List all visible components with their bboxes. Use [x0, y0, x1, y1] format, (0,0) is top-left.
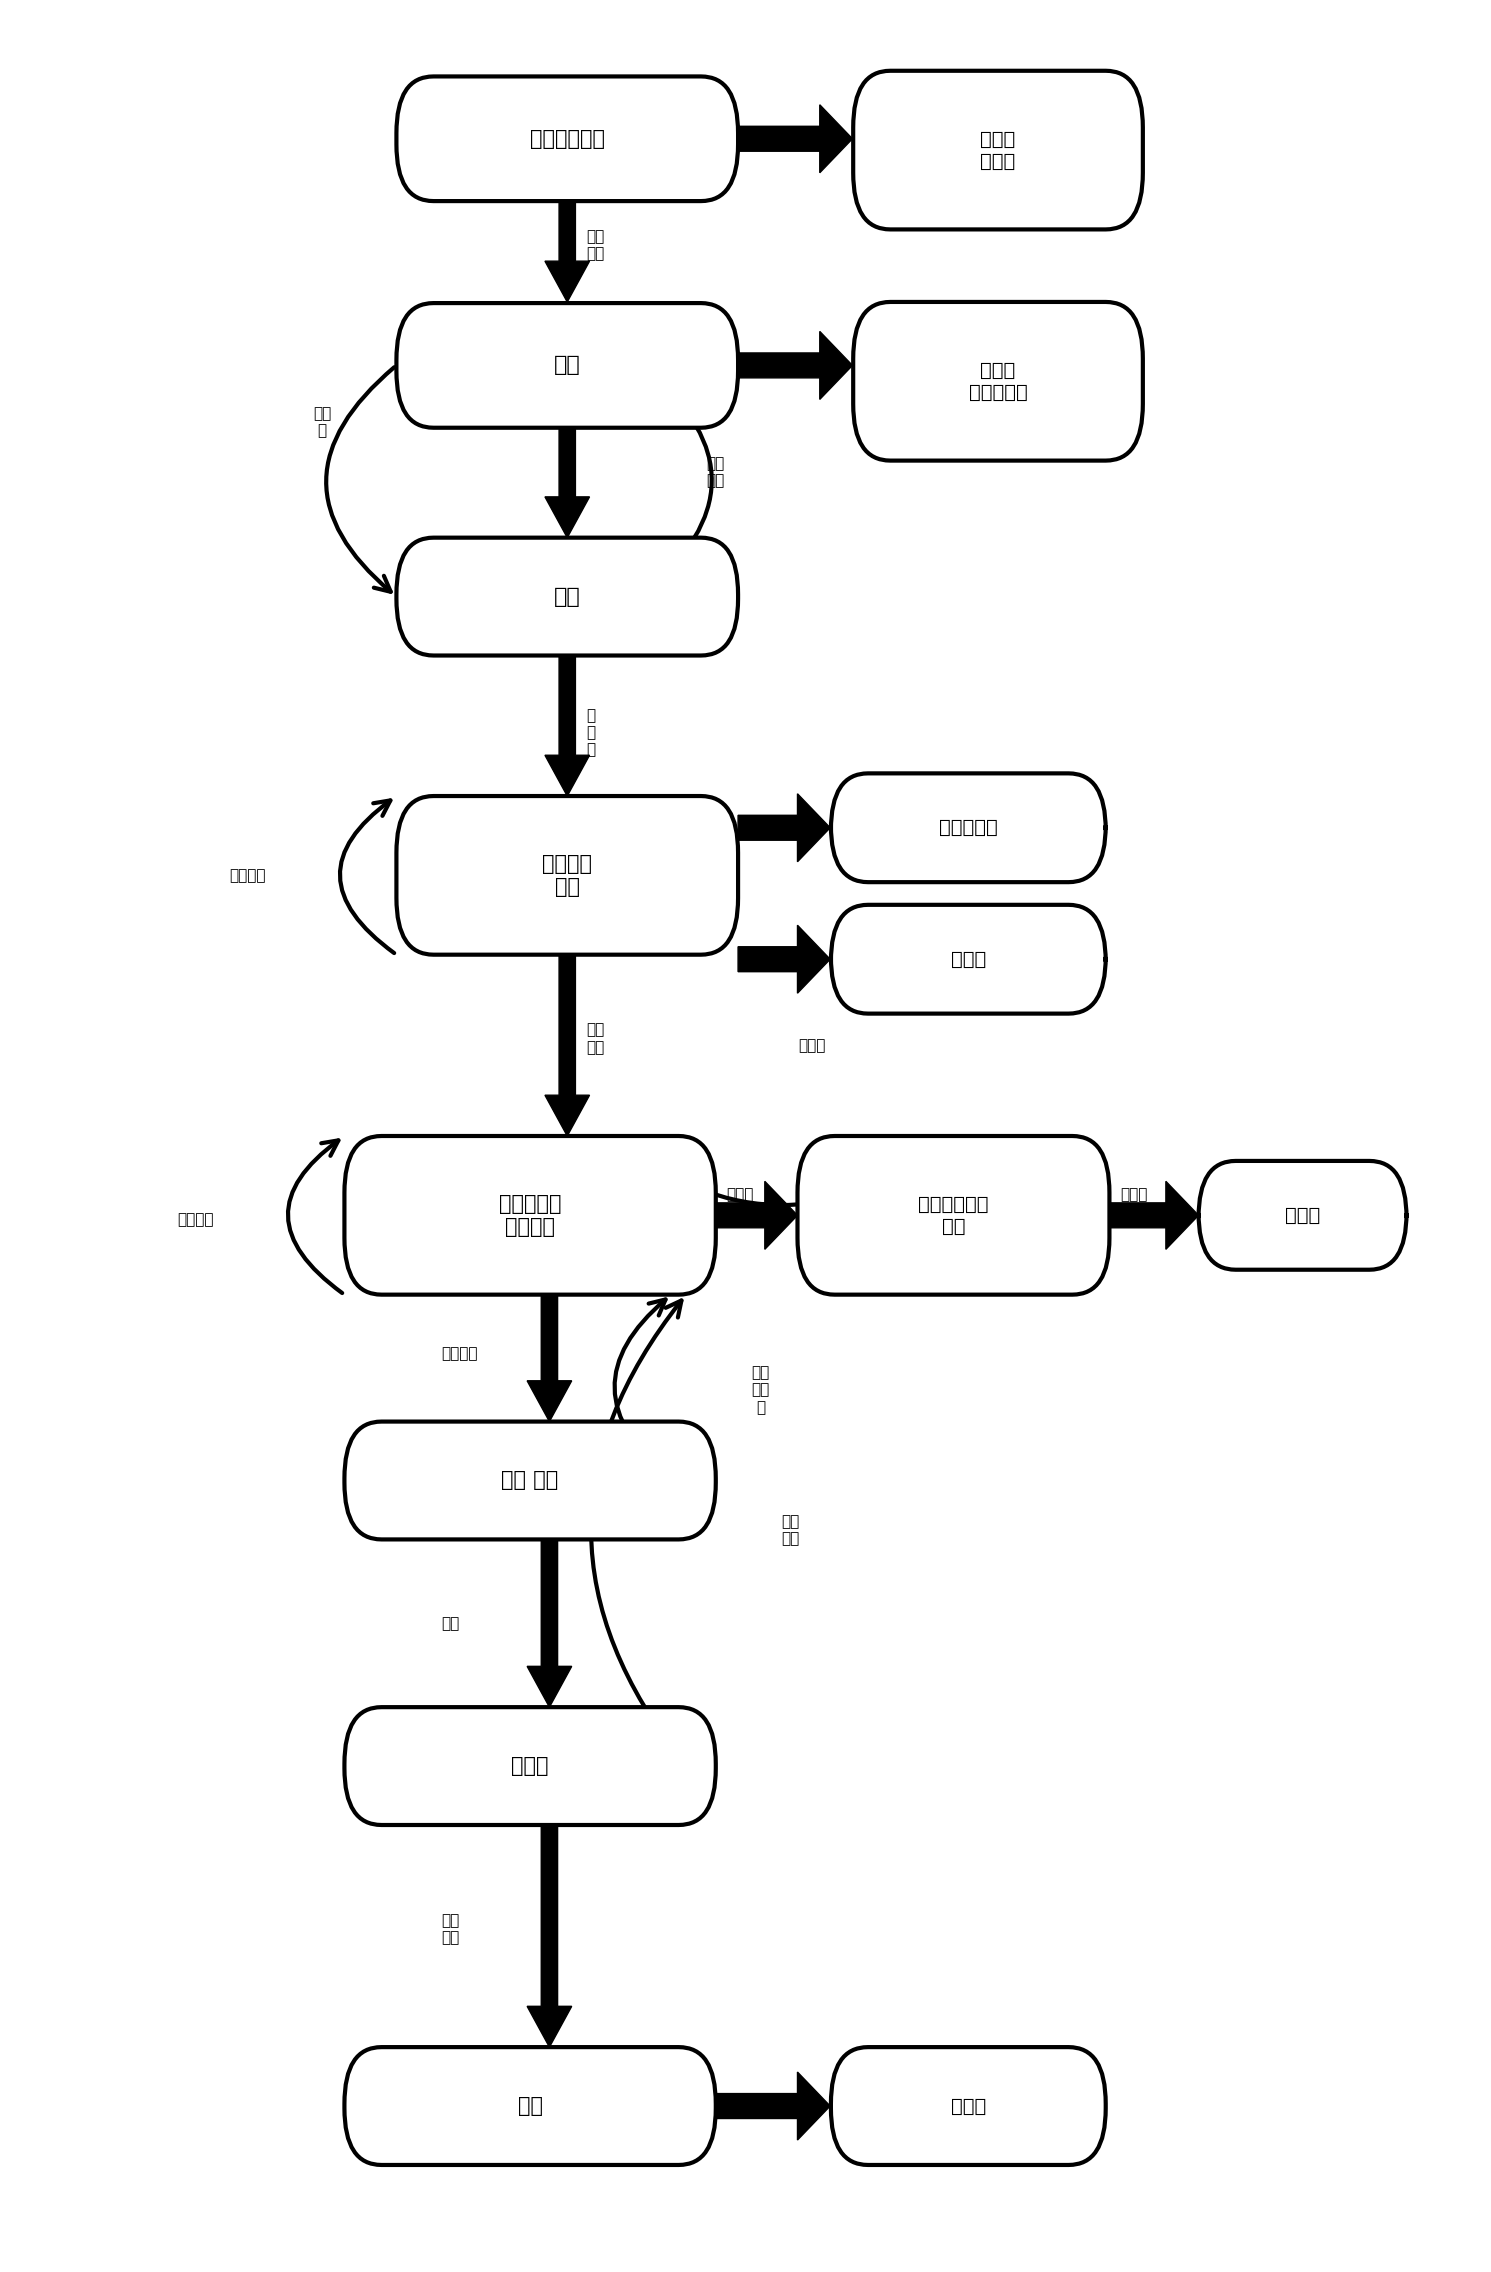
Text: 兑卤
液: 兑卤 液 — [313, 407, 331, 438]
Polygon shape — [716, 1181, 798, 1250]
Polygon shape — [546, 954, 589, 1136]
Polygon shape — [738, 793, 830, 861]
FancyBboxPatch shape — [344, 2047, 716, 2165]
FancyBboxPatch shape — [830, 772, 1106, 882]
Text: 析钾
卤水: 析钾 卤水 — [707, 457, 725, 488]
Text: 盐温高: 盐温高 — [726, 1188, 753, 1202]
FancyBboxPatch shape — [397, 538, 738, 657]
Text: 浮选
固体: 浮选 固体 — [586, 1022, 605, 1054]
Text: 溶解
酸钾: 溶解 酸钾 — [441, 1913, 459, 1945]
Text: 氯化钠: 氯化钠 — [951, 950, 986, 968]
FancyBboxPatch shape — [830, 2047, 1106, 2165]
FancyBboxPatch shape — [397, 795, 738, 954]
Text: 氯化钠
硫酸钠: 氯化钠 硫酸钠 — [981, 130, 1015, 170]
Text: 冷析母液: 冷析母液 — [177, 1213, 215, 1227]
Text: 硝酸钾: 硝酸钾 — [951, 2097, 986, 2115]
Polygon shape — [1109, 1181, 1199, 1250]
FancyBboxPatch shape — [853, 302, 1144, 461]
Polygon shape — [546, 202, 589, 302]
Text: 干燥: 干燥 — [517, 2097, 543, 2115]
FancyBboxPatch shape — [830, 904, 1106, 1013]
Text: 球磨筛分
浮选: 球磨筛分 浮选 — [543, 854, 592, 897]
Text: 洗涤液: 洗涤液 — [799, 1038, 826, 1052]
Polygon shape — [738, 332, 853, 400]
Polygon shape — [528, 1295, 571, 1422]
Text: 钾
混
盐: 钾 混 盐 — [586, 707, 596, 757]
Text: 粗钾
洗涤
液: 粗钾 洗涤 液 — [751, 1365, 769, 1415]
Text: 重结晶: 重结晶 — [511, 1756, 549, 1777]
Text: 高钾
卤水: 高钾 卤水 — [586, 229, 605, 261]
Text: 粗钾 洗涤: 粗钾 洗涤 — [501, 1470, 559, 1490]
FancyBboxPatch shape — [1199, 1161, 1406, 1270]
FancyBboxPatch shape — [344, 1136, 716, 1295]
Polygon shape — [546, 657, 589, 795]
Polygon shape — [716, 2072, 830, 2140]
Text: 盐温高: 盐温高 — [1120, 1188, 1147, 1202]
Text: 析钾: 析钾 — [553, 586, 580, 607]
Text: 热溶除杂、
冷却结晶: 热溶除杂、 冷却结晶 — [499, 1193, 561, 1236]
Text: 结晶
母液: 结晶 母液 — [781, 1513, 799, 1547]
Text: 一、二级脱盐: 一、二级脱盐 — [529, 130, 605, 148]
Polygon shape — [528, 1824, 571, 2047]
Polygon shape — [528, 1540, 571, 1706]
FancyBboxPatch shape — [344, 1422, 716, 1540]
Text: 高温盐淋洗、
洗涤: 高温盐淋洗、 洗涤 — [918, 1195, 989, 1236]
FancyBboxPatch shape — [344, 1706, 716, 1824]
Polygon shape — [738, 105, 853, 173]
Text: 浮选母液: 浮选母液 — [230, 868, 265, 884]
FancyBboxPatch shape — [397, 77, 738, 202]
Polygon shape — [738, 925, 830, 993]
FancyBboxPatch shape — [798, 1136, 1109, 1295]
Text: 粗硝酸钾: 粗硝酸钾 — [441, 1345, 477, 1361]
Text: 七水硫酸镁: 七水硫酸镁 — [939, 818, 997, 838]
Text: 粗钾: 粗钾 — [441, 1615, 459, 1631]
Text: 氯化钠: 氯化钠 — [1285, 1206, 1320, 1225]
Text: 兑卤: 兑卤 — [553, 354, 580, 375]
FancyBboxPatch shape — [397, 302, 738, 427]
Polygon shape — [546, 429, 589, 538]
Text: 氯化钠
七水硫酸镁: 氯化钠 七水硫酸镁 — [969, 361, 1027, 402]
FancyBboxPatch shape — [853, 70, 1144, 229]
